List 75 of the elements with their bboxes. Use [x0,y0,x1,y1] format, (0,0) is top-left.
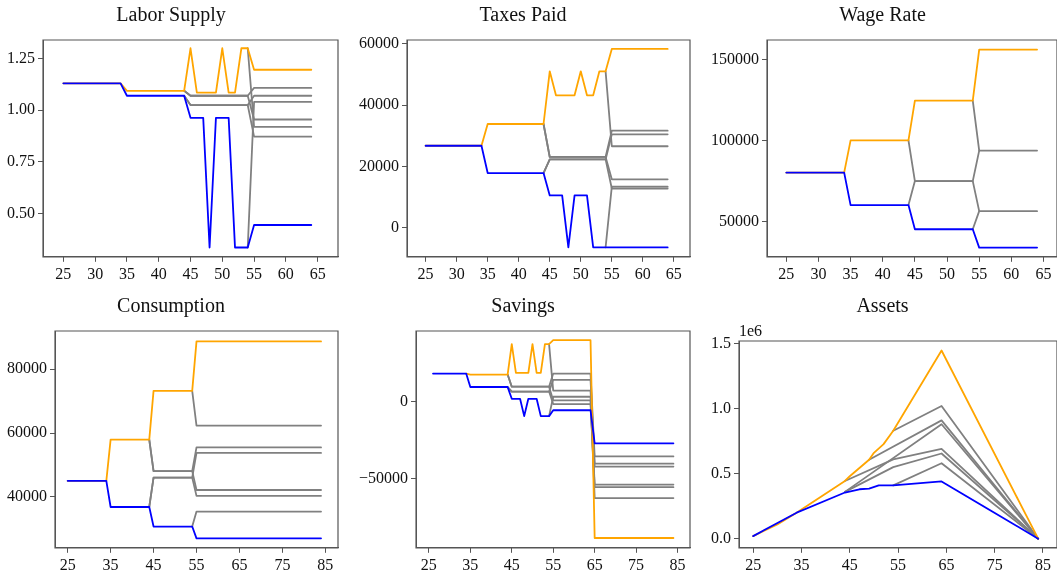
x-tick-label: 35 [479,264,496,282]
x-tick-label: 25 [417,264,434,282]
x-tick-label: 25 [55,264,72,282]
x-tick-label: 65 [309,264,326,282]
chart-title: Assets [856,294,909,317]
x-tick-label: 25 [745,555,762,573]
chart-title: Wage Rate [839,3,926,27]
x-tick-label: 85 [669,555,686,573]
x-tick-label: 60 [634,264,651,282]
x-tick-label: 40 [874,264,891,282]
x-tick-label: 35 [102,555,119,573]
x-tick-label: 30 [810,264,827,282]
x-tick-label: 40 [510,264,527,282]
y-tick-label: 60000 [7,423,47,441]
x-tick-label: 55 [890,555,907,573]
x-tick-label: 65 [665,264,682,282]
y-tick-label: 1.0 [711,398,731,416]
x-tick-label: 45 [182,264,199,282]
x-tick-label: 65 [586,555,603,573]
x-tick-label: 25 [59,555,76,573]
x-tick-label: 25 [778,264,795,282]
x-tick-label: 30 [87,264,104,282]
x-tick-label: 35 [462,555,479,573]
x-tick-label: 75 [628,555,645,573]
x-tick-label: 60 [1003,264,1020,282]
y-tick-label: 50000 [719,211,759,229]
y-tick-label: 0.75 [7,152,35,170]
x-tick-label: 35 [842,264,859,282]
x-tick-label: 45 [145,555,162,573]
y-tick-label: 0.0 [711,528,731,546]
x-tick-label: 65 [231,555,248,573]
chart-title: Consumption [117,294,225,318]
y-tick-label: 40000 [359,95,399,113]
x-tick-label: 65 [938,555,955,573]
y-tick-label: 60000 [359,34,399,52]
x-tick-label: 75 [274,555,291,573]
x-tick-label: 55 [188,555,205,573]
y-tick-label: 1.00 [7,100,35,118]
x-tick-label: 55 [971,264,988,282]
x-tick-label: 85 [1034,555,1051,573]
x-tick-label: 55 [246,264,263,282]
y-tick-label: 0 [391,217,399,235]
text: 1e6 [739,322,763,340]
x-tick-label: 50 [214,264,231,282]
x-tick-label: 45 [841,555,858,573]
x-tick-label: 60 [277,264,294,282]
x-tick-label: 65 [1035,264,1052,282]
chart-title: Savings [491,294,555,318]
x-tick-label: 55 [545,555,562,573]
x-tick-label: 45 [503,555,520,573]
y-tick-label: 100000 [711,130,759,148]
x-tick-label: 85 [317,555,334,573]
y-tick-label: 80000 [7,359,47,377]
y-tick-label: 1.25 [7,48,35,66]
y-tick-label: 20000 [359,156,399,174]
y-tick-label: 40000 [7,487,47,505]
x-tick-label: 45 [541,264,558,282]
x-tick-label: 45 [906,264,923,282]
y-tick-label: 150000 [711,49,759,67]
y-tick-label: 0.5 [711,463,731,481]
y-tick-label: 0 [400,391,409,409]
x-tick-label: 50 [939,264,956,282]
chart-title: Labor Supply [116,3,226,27]
x-tick-label: 40 [150,264,167,282]
y-tick-label: 0.50 [7,203,35,221]
x-tick-label: 55 [603,264,620,282]
x-tick-label: 75 [986,555,1003,573]
y-tick-label: −50000 [358,468,409,486]
x-tick-label: 25 [420,555,437,573]
x-tick-label: 35 [118,264,135,282]
x-tick-label: 50 [572,264,589,282]
chart-title: Taxes Paid [479,3,567,26]
x-tick-label: 30 [448,264,465,282]
x-tick-label: 35 [793,555,810,573]
y-tick-label: 1.5 [711,333,731,351]
